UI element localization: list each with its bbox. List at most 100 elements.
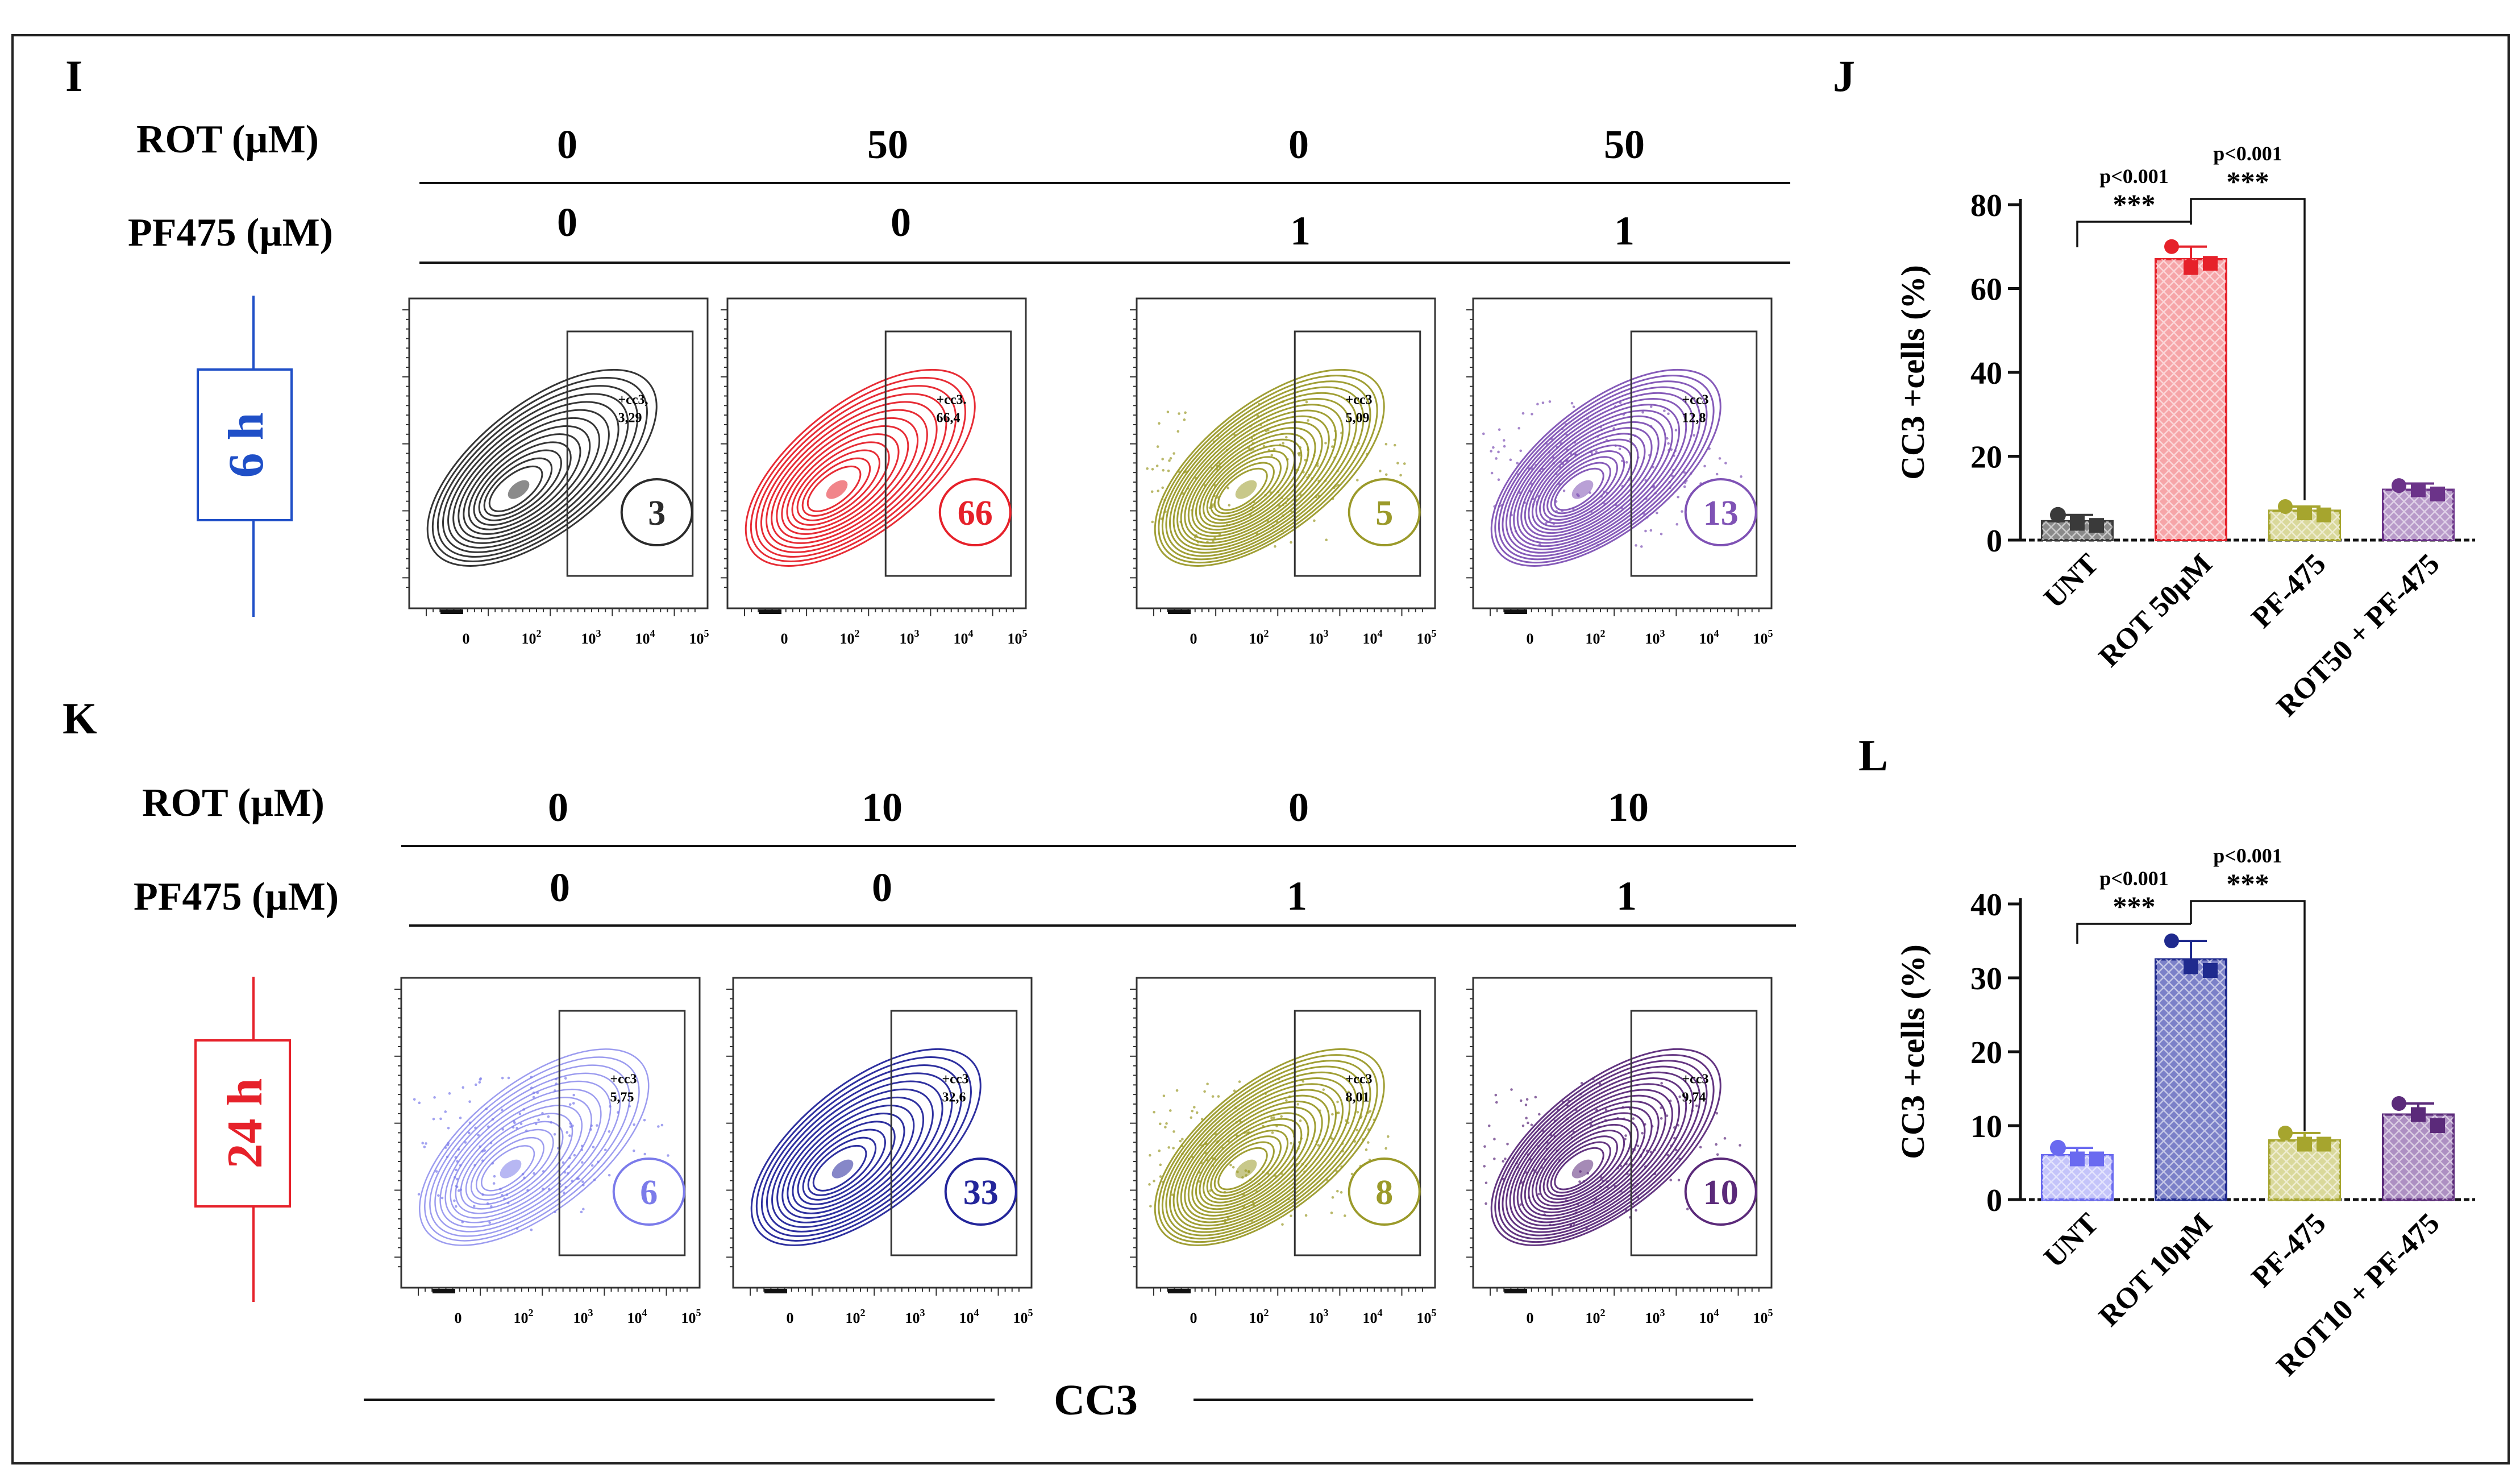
- contour-line: [460, 1113, 573, 1210]
- p-value-label: p<0.001: [2213, 844, 2282, 867]
- scatter-dot: [1186, 487, 1190, 490]
- scatter-dot: [1250, 1219, 1253, 1222]
- gate-label: +cc3: [942, 1072, 969, 1086]
- panel-i-rot-2: 0: [1288, 122, 1309, 167]
- scatter-dot: [1331, 1113, 1334, 1116]
- scatter-dot: [1600, 428, 1603, 432]
- category-label-1: ROT 10µM: [2093, 1207, 2218, 1333]
- scatter-dot: [1226, 487, 1230, 489]
- panel-k-rot-2: 0: [1288, 785, 1309, 830]
- scatter-dot: [1330, 445, 1334, 448]
- contour-line: [807, 1136, 877, 1196]
- cc3-gate: [884, 330, 1012, 577]
- scatter-dot: [1275, 520, 1279, 523]
- scatter-dot: [1172, 1130, 1175, 1133]
- contour-line: [481, 1145, 535, 1192]
- scatter-dot: [1592, 1201, 1596, 1204]
- contour-line: [1516, 409, 1673, 544]
- scatter-dot: [1200, 1161, 1203, 1164]
- scatter-dot: [1528, 467, 1531, 470]
- scatter-dot: [1168, 1109, 1172, 1112]
- scatter-dot: [1300, 436, 1303, 439]
- contour-line: [1165, 1065, 1365, 1237]
- scatter-dot: [1516, 462, 1519, 464]
- scatter-dot: [455, 1168, 458, 1172]
- scatter-dot: [1652, 466, 1654, 468]
- scatter-dot: [1641, 1131, 1644, 1135]
- scatter-dot: [1492, 446, 1495, 449]
- gate-value: 8,01: [1346, 1090, 1370, 1105]
- scatter-dot: [1592, 1077, 1595, 1081]
- scatter-dot: [499, 1188, 502, 1190]
- scatter-dot: [1336, 1111, 1339, 1115]
- scatter-dot: [1620, 1190, 1623, 1193]
- scatter-dot: [1151, 520, 1154, 524]
- scatter-dot: [457, 1148, 460, 1151]
- bar-hatch: [2156, 959, 2226, 1200]
- x-tick-label: 105: [1008, 628, 1028, 647]
- scatter-dot: [1675, 522, 1679, 526]
- scatter-dot: [1251, 1200, 1254, 1204]
- contour-line: [488, 465, 543, 512]
- scatter-dot: [1315, 1140, 1319, 1143]
- percent-circle-value: 13: [1703, 494, 1739, 533]
- scatter-dot: [1644, 529, 1647, 533]
- x-tick-label: 105: [1753, 628, 1773, 647]
- scatter-dot: [1556, 1150, 1559, 1152]
- scatter-dot: [628, 1105, 631, 1108]
- scatter-dot: [1576, 493, 1579, 496]
- scatter-dot: [541, 1187, 544, 1190]
- scatter-dot: [1506, 1142, 1509, 1146]
- scatter-dot: [1280, 1172, 1283, 1175]
- scatter-dot: [1313, 519, 1316, 522]
- x-tick-label: 102: [1586, 1307, 1606, 1326]
- significance-stars: ***: [2227, 165, 2269, 197]
- scatter-dot: [573, 1154, 576, 1157]
- y-tick-label: 20: [1970, 1035, 2002, 1071]
- scatter-dot: [1286, 458, 1289, 461]
- percent-circle: [938, 478, 1012, 547]
- scatter-dot: [1621, 459, 1624, 463]
- scatter-dot: [1195, 476, 1197, 480]
- scatter-dot: [1550, 437, 1553, 441]
- scatter-dot: [506, 1201, 510, 1205]
- flow-plot-I-0: 0 102 103 104 105 +cc3, 3,29 3: [402, 297, 709, 647]
- scatter-dot: [1195, 1111, 1199, 1114]
- scatter-dot: [1621, 1106, 1624, 1109]
- data-point: [2089, 518, 2104, 533]
- scatter-dot: [1565, 423, 1567, 426]
- scatter-dot: [1510, 1088, 1513, 1091]
- flow-plot-K-3: 0 102 103 104 105 +cc3 9,74 10: [1466, 977, 1773, 1326]
- scatter-dot: [1519, 449, 1523, 453]
- scatter-dot: [1602, 1179, 1604, 1183]
- scatter-dot: [1218, 533, 1221, 536]
- panel-k-flow-plots: 0 102 103 104 105 +cc3 5,75 6 0 102 103 104 105 +cc3 3…: [394, 977, 1773, 1326]
- contour-line: [755, 385, 957, 558]
- scatter-dot: [1308, 474, 1311, 476]
- y-tick-label: 10: [1970, 1109, 2002, 1144]
- data-point: [2392, 1096, 2406, 1111]
- scatter-dot: [1600, 495, 1603, 498]
- contour-line: [1550, 462, 1611, 515]
- scatter-dot: [1218, 462, 1221, 465]
- scatter-dot: [1179, 1139, 1182, 1143]
- scatter-dot: [1340, 1191, 1343, 1194]
- contour-line: [475, 1136, 544, 1196]
- scatter-dot: [1652, 484, 1656, 488]
- scatter-dot: [1524, 1103, 1528, 1106]
- contour-line: [1490, 368, 1721, 567]
- scatter-dot: [1575, 541, 1578, 545]
- data-point: [2070, 516, 2085, 531]
- category-label-2: PF-475: [2245, 1207, 2332, 1294]
- contour-line: [1184, 1094, 1330, 1220]
- x-tick-label: 102: [522, 628, 542, 647]
- scatter-dot: [1221, 1147, 1224, 1150]
- scatter-dot: [1673, 1126, 1676, 1129]
- scatter-dot: [464, 1141, 467, 1144]
- data-point: [2070, 1151, 2085, 1167]
- scatter-dot: [1146, 467, 1149, 470]
- scatter-dot: [1336, 470, 1339, 472]
- contour-line: [424, 1056, 640, 1242]
- scatter-dot: [1502, 439, 1506, 442]
